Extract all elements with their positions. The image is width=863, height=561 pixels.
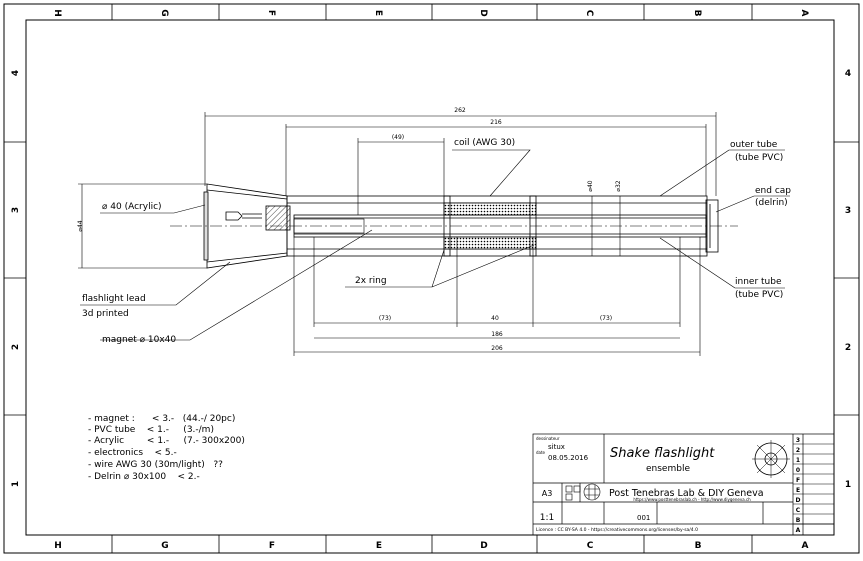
- zone-col-a-bottom: A: [802, 541, 809, 551]
- dim-head-dia: ⌀44: [77, 220, 84, 231]
- zone-col-b-bottom: B: [695, 541, 702, 551]
- zone-row-2-left: 2: [11, 344, 21, 350]
- projection-icon: [565, 485, 581, 501]
- zone-col-g-bottom: G: [161, 541, 168, 551]
- label-flashlight-1: flashlight lead: [82, 294, 146, 304]
- bom-notes: - magnet : < 3.- (44.-/ 20pc) - PVC tube…: [88, 414, 245, 482]
- dim-coil-len: (49): [392, 134, 404, 141]
- label-end-cap-1: end cap: [755, 186, 791, 196]
- zone-row-3-right: 3: [845, 206, 851, 216]
- zone-col-a-top: A: [799, 10, 809, 17]
- label-acrylic: ⌀ 40 (Acrylic): [102, 202, 162, 212]
- zone-col-c-top: C: [584, 10, 594, 17]
- license-text: Licence : CC BY-SA 4.0 - https://creativ…: [536, 527, 698, 533]
- sheet-format: A3: [542, 489, 553, 498]
- zone-col-f-bottom: F: [269, 541, 275, 551]
- label-end-cap-2: (delrin): [755, 198, 788, 208]
- zone-col-e-top: E: [373, 10, 383, 16]
- dimension-texts: 262 216 (49) ⌀40 ⌀32 ⌀44 (73) 40 (73) 18…: [77, 107, 622, 352]
- zone-col-h-bottom: H: [54, 541, 62, 551]
- title-block-texts: dessinateur situx date 08.05.2016 Shake …: [536, 436, 764, 533]
- gear-logo-icon: [752, 440, 790, 478]
- bom-line-4: - electronics < 5.-: [88, 448, 177, 458]
- drawing-number: 001: [637, 514, 650, 522]
- magnet: [293, 218, 365, 234]
- dim-inner-dia: ⌀32: [615, 180, 622, 191]
- revision-grid: [793, 443, 834, 525]
- rev-row-a: A: [796, 527, 801, 534]
- zone-col-c-bottom: C: [587, 541, 594, 551]
- dim-total-inner: 206: [491, 345, 503, 352]
- label-flashlight-2: 3d printed: [82, 309, 129, 319]
- label-coil: coil (AWG 30): [454, 138, 515, 148]
- zone-col-f-top: F: [266, 10, 276, 16]
- dim-center-seg: 40: [491, 315, 499, 322]
- bom-line-1: - magnet : < 3.- (44.-/ 20pc): [88, 414, 235, 424]
- label-outer-tube-2: (tube PVC): [735, 153, 783, 163]
- drawing-date: 08.05.2016: [548, 454, 589, 462]
- label-inner-tube-2: (tube PVC): [735, 290, 783, 300]
- rev-row-f: F: [796, 477, 800, 484]
- label-ring: 2x ring: [355, 276, 387, 286]
- lab-logo-icon: [583, 483, 601, 501]
- part-labels: coil (AWG 30) outer tube (tube PVC) end …: [82, 138, 791, 345]
- zone-row-3-left: 3: [11, 207, 21, 213]
- date-label: date: [536, 450, 546, 455]
- dim-inner-len: 186: [491, 331, 503, 338]
- led-shape: [225, 211, 243, 221]
- zone-letters-bottom: H G F E D C B A: [54, 541, 808, 551]
- zone-col-g-top: G: [159, 9, 169, 16]
- rev-row-c: C: [796, 507, 801, 514]
- zone-row-2-right: 2: [845, 343, 851, 353]
- bom-line-5: - wire AWG 30 (30m/light) ??: [88, 460, 223, 470]
- dim-coil-tube: 216: [490, 119, 502, 126]
- bom-line-3: - Acrylic < 1.- (7.- 300x200): [88, 436, 245, 446]
- coil-bottom: [443, 236, 537, 250]
- revision-letters: 3 2 1 0 F E D C B A: [796, 437, 801, 534]
- rev-row-e: E: [796, 487, 800, 494]
- bom-line-2: - PVC tube < 1.- (3.-/m): [88, 425, 214, 435]
- drawing-subtitle: ensemble: [646, 464, 690, 474]
- dim-right-seg: (73): [600, 315, 612, 322]
- rev-row-0: 0: [796, 467, 800, 474]
- label-magnet: magnet ⌀ 10x40: [102, 335, 176, 345]
- rev-row-b: B: [796, 517, 801, 524]
- lab-urls: https://www.posttenebraslab.ch - http://…: [633, 497, 751, 502]
- zone-col-e-bottom: E: [376, 541, 382, 551]
- dim-overall: 262: [454, 107, 466, 114]
- zone-col-d-bottom: D: [480, 541, 487, 551]
- rev-row-d: D: [796, 497, 801, 504]
- drawing-title: Shake flashlight: [610, 446, 715, 461]
- zone-col-d-top: D: [478, 9, 488, 16]
- zone-row-4-right: 4: [845, 69, 851, 79]
- leader-lines: [80, 149, 790, 341]
- lab-name: Post Tenebras Lab & DIY Geneva: [609, 488, 764, 499]
- dimension-lines: [78, 112, 717, 356]
- zone-row-1-left: 1: [11, 481, 21, 487]
- zone-col-h-top: H: [52, 9, 62, 17]
- rev-row-1: 1: [796, 457, 800, 464]
- rev-row-2: 2: [796, 447, 800, 454]
- drawing-frame: [3, 3, 860, 554]
- label-outer-tube-1: outer tube: [730, 140, 778, 150]
- dim-outer-dia: ⌀40: [587, 180, 594, 191]
- bom-line-6: - Delrin ⌀ 30x100 < 2.-: [88, 472, 200, 482]
- flashlight-assembly: [170, 183, 738, 269]
- title-block: [532, 433, 835, 536]
- designer-name: situx: [548, 443, 565, 451]
- zone-numbers: 4 3 2 1 4 3 2 1: [11, 69, 851, 490]
- label-inner-tube-1: inner tube: [735, 277, 782, 287]
- zone-row-4-left: 4: [11, 70, 21, 76]
- coil-top: [443, 202, 537, 216]
- designer-label: dessinateur: [536, 436, 560, 441]
- zone-row-1-right: 1: [845, 480, 851, 490]
- zone-col-b-top: B: [692, 10, 702, 17]
- rev-row-3: 3: [796, 437, 800, 444]
- drawing-scale: 1:1: [540, 513, 554, 523]
- dim-left-seg: (73): [379, 315, 391, 322]
- zone-letters-top: H G F E D C B A: [52, 9, 809, 17]
- led-holder-hatched: [265, 205, 291, 231]
